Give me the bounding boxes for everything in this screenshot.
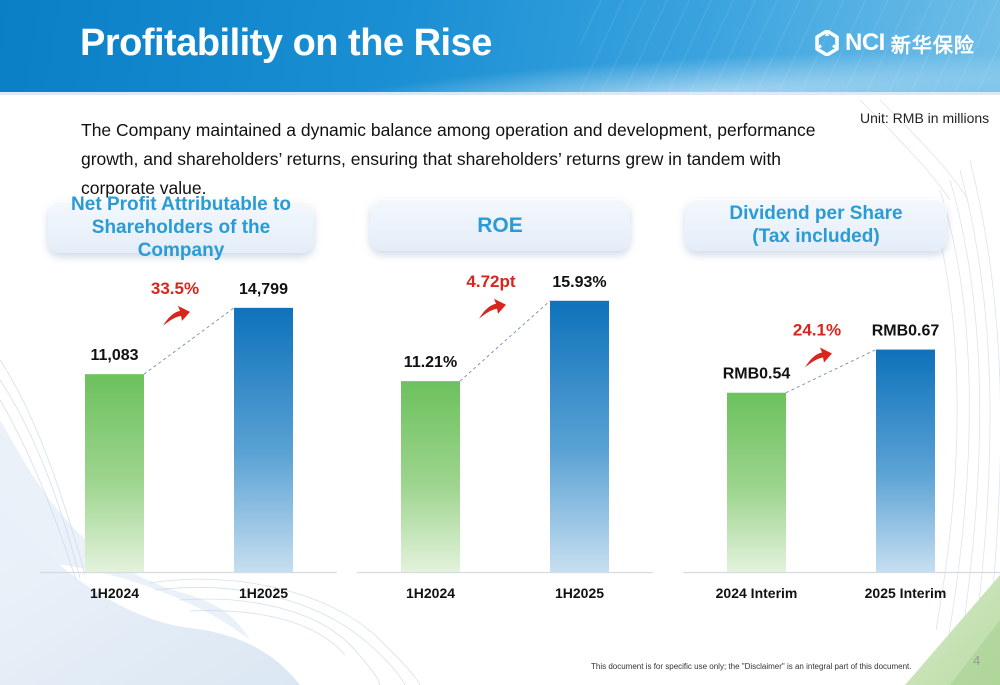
growth-label: 33.5% xyxy=(151,279,199,298)
data-label: 15.93% xyxy=(552,274,606,291)
chart-title-net-profit: Net Profit Attributable to Shareholders … xyxy=(48,194,314,261)
data-label: RMB0.54 xyxy=(723,366,791,383)
disclaimer-text: This document is for specific use only; … xyxy=(591,662,912,671)
bar-1h2025 xyxy=(234,307,293,572)
page-number: 4 xyxy=(973,653,981,668)
unit-note: Unit: RMB in millions xyxy=(860,110,990,126)
bar-1h2024 xyxy=(85,374,144,572)
connector-line xyxy=(459,300,551,382)
chart-title-line: Shareholders of the Company xyxy=(91,216,271,261)
x-tick-label: 2025 Interim xyxy=(865,585,947,601)
x-tick-label: 1H2024 xyxy=(90,585,139,601)
bar-1h2025 xyxy=(550,300,609,572)
x-tick-label: 2024 Interim xyxy=(716,585,798,601)
up-arrow-icon xyxy=(479,298,506,319)
logo-chinese-text: 新华保险 xyxy=(890,32,975,57)
bar-2025-interim xyxy=(876,349,935,572)
bar-1h2024 xyxy=(401,381,460,572)
chart-title-roe: ROE xyxy=(370,199,630,251)
company-logo: NCI 新华保险 xyxy=(815,26,975,60)
up-arrow-icon xyxy=(163,305,190,326)
growth-label: 24.1% xyxy=(793,321,841,340)
data-label: RMB0.67 xyxy=(872,323,940,340)
logo-brand-text: NCI xyxy=(845,29,885,56)
chart-title-line: (Tax included) xyxy=(752,226,880,247)
connector-line xyxy=(785,349,877,394)
connector-line xyxy=(143,307,235,375)
page-title: Profitability on the Rise xyxy=(80,22,492,64)
x-tick-label: 1H2025 xyxy=(239,585,288,601)
chart-title-line: ROE xyxy=(477,213,523,237)
chart-title-line: Dividend per Share xyxy=(729,203,903,224)
bar-2024-interim xyxy=(727,392,786,572)
x-tick-label: 1H2025 xyxy=(555,585,604,601)
chart-title-line: Net Profit Attributable to xyxy=(71,193,291,215)
nci-logo-mark-icon xyxy=(815,30,839,56)
data-label: 14,799 xyxy=(239,281,288,298)
growth-label: 4.72pt xyxy=(466,272,515,291)
description-text: The Company maintained a dynamic balance… xyxy=(81,120,816,198)
data-label: 11.21% xyxy=(404,354,457,371)
header-divider xyxy=(0,92,1000,95)
up-arrow-icon xyxy=(805,347,832,368)
chart-title-dividend: Dividend per Share (Tax included) xyxy=(685,199,947,251)
x-tick-label: 1H2024 xyxy=(406,585,455,601)
data-label: 11,083 xyxy=(90,347,138,364)
